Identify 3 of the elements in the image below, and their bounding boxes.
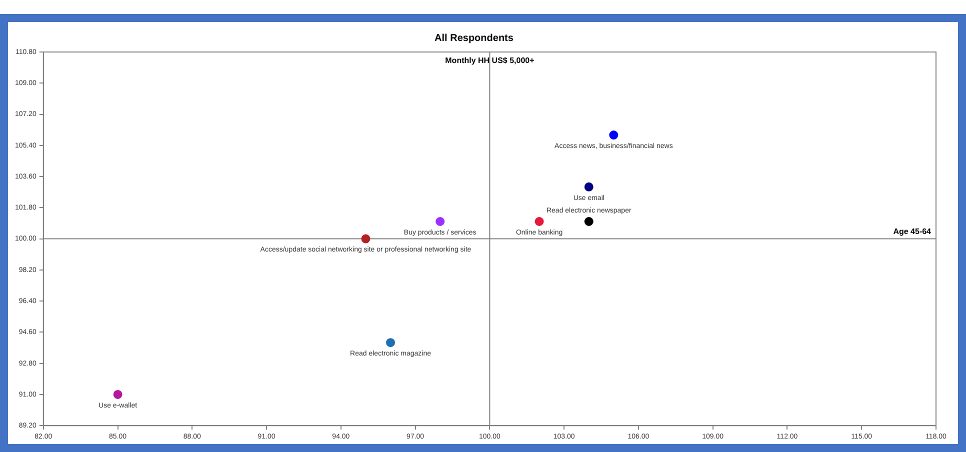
ref-line-label: Age 45-64 [893, 227, 932, 236]
ref-line-label: Monthly HH US$ 5,000+ [445, 56, 535, 66]
chart-title: All Respondents [434, 32, 514, 44]
